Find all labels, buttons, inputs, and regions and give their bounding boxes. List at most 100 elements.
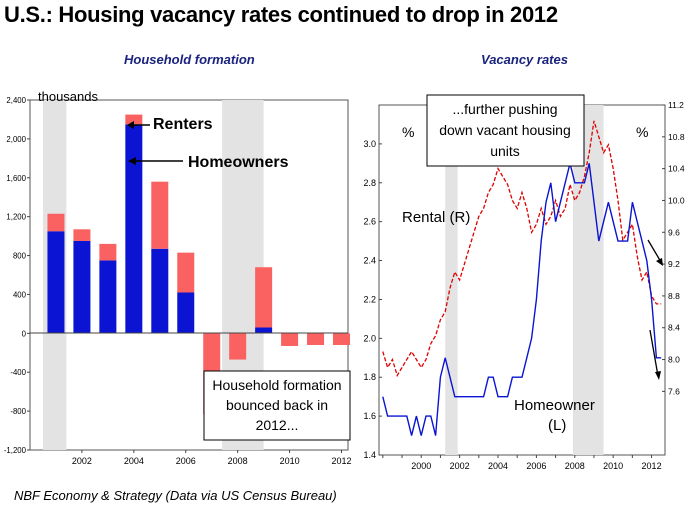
right-left-y-tick-label: 2.2 [363, 294, 376, 304]
right-x-tick-label: 2004 [488, 461, 508, 471]
homeowners-bar [255, 327, 273, 334]
right-axis-unit-label: % [636, 124, 648, 140]
left-y-tick-label: 400 [13, 290, 26, 299]
left-x-axis: 2002 2004 2006 2008 2010 2012 [72, 450, 352, 466]
left-callout-box [203, 370, 351, 441]
homeowner-vacancy-line [382, 163, 662, 436]
right-x-tick-label: 2002 [450, 461, 470, 471]
left-x-tick-label: 2012 [331, 456, 351, 466]
right-right-y-tick-label: 7.6 [668, 386, 680, 396]
main-title: U.S.: Housing vacancy rates continued to… [4, 2, 558, 27]
rental-end-arrow [647, 239, 662, 263]
rental-series-label: Rental (R) [402, 209, 470, 226]
right-right-y-tick-label: 10.8 [668, 132, 685, 142]
right-left-y-tick-label: 2.4 [363, 256, 376, 266]
left-y-axis: -1,200 -800 -400 0 400 800 1,200 1,600 2,000 2,40… [4, 96, 30, 455]
homeowners-bar [99, 260, 117, 334]
right-x-tick-label: 2012 [642, 461, 662, 471]
right-left-y-tick-label: 1.6 [363, 411, 376, 421]
right-right-y-tick-label: 10.0 [668, 195, 685, 205]
left-y-tick-label: -1,200 [4, 446, 27, 455]
homeowner-series-label-line-2: (L) [548, 417, 566, 434]
right-x-tick-label: 2010 [603, 461, 623, 471]
right-callout-box [426, 94, 585, 167]
left-chart: -1,200 -800 -400 0 400 800 1,200 1,600 2,000 2,40… [4, 89, 352, 466]
renters-bar [229, 333, 247, 360]
left-plot-frame [29, 99, 349, 451]
right-left-y-tick-label: 2.6 [363, 217, 376, 227]
left-y-tick-label: 1,600 [6, 173, 26, 182]
renters-annotation: Renters [153, 116, 213, 133]
right-callout-line-3: units [490, 143, 520, 159]
left-callout-line-3: 2012... [256, 417, 299, 433]
source-footer: NBF Economy & Strategy (Data via US Cens… [14, 488, 337, 503]
homeowners-bar [47, 231, 65, 334]
left-x-tick-label: 2006 [176, 456, 196, 466]
renters-bar [99, 243, 117, 261]
rental-vacancy-line [382, 120, 662, 378]
left-callout-line-1: Household formation [212, 377, 341, 393]
right-x-axis: 2000 2002 2004 2006 2008 2010 2012 [382, 455, 662, 471]
right-right-y-tick-label: 9.6 [668, 227, 680, 237]
left-x-tick-label: 2004 [124, 456, 144, 466]
homeowners-bar [177, 292, 195, 334]
right-panel-title: Vacancy rates [481, 52, 568, 67]
homeowner-end-arrowhead-icon [655, 371, 661, 380]
left-x-tick-label: 2008 [228, 456, 248, 466]
renters-arrowhead-icon [127, 121, 134, 129]
right-callout-line-2: down vacant housing [439, 122, 571, 138]
homeowners-arrowhead-icon [128, 157, 136, 165]
left-y-tick-label: 0 [22, 329, 27, 338]
left-y-tick-label: 1,200 [6, 212, 26, 221]
left-y-tick-label: 800 [13, 251, 26, 260]
right-series-lines [382, 120, 662, 436]
renters-bar [151, 181, 169, 249]
homeowner-end-arrow [649, 329, 659, 377]
rental-end-arrowhead-icon [656, 258, 663, 266]
left-x-tick-label: 2002 [72, 456, 92, 466]
left-y-tick-label: -800 [10, 407, 26, 416]
right-right-y-tick-label: 9.2 [668, 259, 680, 269]
right-right-y-tick-label: 8.8 [668, 291, 680, 301]
right-left-y-tick-label: 3.0 [363, 139, 376, 149]
homeowners-bar [73, 240, 91, 334]
homeowners-bar [125, 124, 143, 334]
left-bars [47, 114, 351, 415]
renters-bar [73, 229, 91, 241]
right-x-tick-label: 2000 [411, 461, 431, 471]
right-right-y-tick-label: 11.2 [668, 100, 684, 110]
left-y-tick-label: 2,400 [6, 96, 26, 105]
right-shaded-periods [445, 105, 604, 455]
right-left-y-tick-label: 2.0 [363, 333, 376, 343]
right-x-tick-label: 2008 [565, 461, 585, 471]
right-left-y-tick-label: 2.8 [363, 178, 376, 188]
left-axis-unit-label: % [402, 124, 414, 140]
right-left-y-axis: 1.4 1.6 1.8 2.0 2.2 2.4 2.6 2.8 3.0 [363, 139, 382, 460]
right-chart: 1.4 1.6 1.8 2.0 2.2 2.4 2.6 2.8 3.0 7.6 8.0 8.4 8.8… [363, 94, 685, 471]
right-right-y-axis: 7.6 8.0 8.4 8.8 9.2 9.6 10.0 10.4 10.8 11.2 [662, 100, 685, 396]
left-x-tick-label: 2010 [280, 456, 300, 466]
right-right-y-tick-label: 8.4 [668, 323, 680, 333]
renters-bar [281, 333, 299, 346]
right-left-y-tick-label: 1.4 [363, 450, 376, 460]
right-callout-line-1: ...further pushing [452, 101, 557, 117]
renters-bar [307, 333, 325, 345]
left-callout-line-2: bounced back in [226, 397, 328, 413]
left-panel-title: Household formation [124, 52, 255, 67]
renters-bar [47, 213, 65, 232]
right-right-y-tick-label: 8.0 [668, 355, 680, 365]
right-x-tick-label: 2006 [526, 461, 546, 471]
homeowners-annotation: Homeowners [188, 154, 289, 171]
right-shaded-period [445, 105, 458, 455]
left-y-tick-label: 2,000 [6, 135, 26, 144]
renters-bar [125, 114, 143, 125]
renters-bar [177, 252, 195, 293]
homeowner-series-label-line-1: Homeowner [514, 397, 595, 414]
right-left-y-tick-label: 1.8 [363, 372, 376, 382]
homeowners-bar [151, 248, 169, 334]
renters-bar [255, 267, 273, 328]
left-y-unit-label: thousands [38, 89, 98, 104]
left-y-tick-label: -400 [10, 368, 26, 377]
renters-bar [333, 333, 351, 345]
